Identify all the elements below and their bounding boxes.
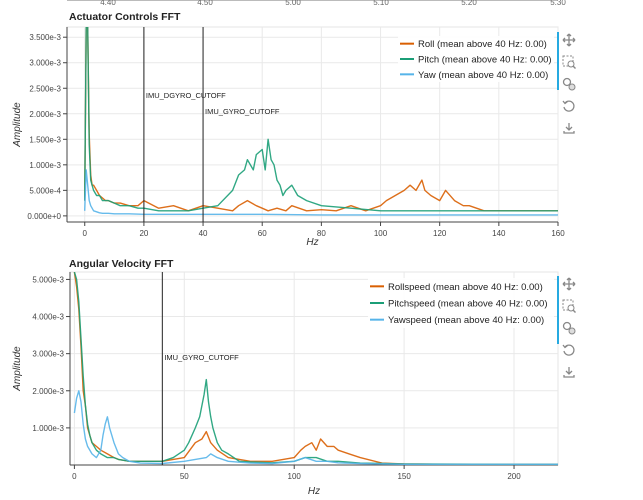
box-zoom-icon[interactable] [558,296,580,316]
y-tick-label: 5.000e-4 [29,186,61,195]
x-tick-label: 40 [199,229,208,238]
top-axis-tick-label: 5.20 [461,0,477,7]
top-axis: 4.40 4.50 5.00 5.10 5.20 5.30 [67,0,566,7]
chart-title: Angular Velocity FFT [69,258,174,270]
y-tick-label: 2.500e-3 [29,84,61,93]
x-axis-label: Hz [306,237,318,248]
y-tick-label: 2.000e-3 [32,387,64,396]
cutoff-label: IMU_GYRO_CUTOFF [164,353,239,362]
y-axis-label: Amplitude [12,102,23,148]
x-tick-label: 200 [507,472,521,481]
wheel-zoom-icon[interactable] [558,318,580,338]
x-tick-label: 50 [180,472,189,481]
reset-icon[interactable] [558,340,580,360]
legend-item-label: Rollspeed (mean above 40 Hz: 0.00) [388,282,543,293]
pan-icon[interactable] [558,30,580,50]
box-zoom-icon[interactable] [558,52,580,72]
legend: Rollspeed (mean above 40 Hz: 0.00) Pitchs… [368,278,554,328]
series-group [73,272,558,465]
y-tick-label: 3.000e-3 [32,350,64,359]
toolbar-active-indicator [557,32,559,90]
legend-item-label: Pitch (mean above 40 Hz: 0.00) [418,55,552,66]
legend-item-label: Yaw (mean above 40 Hz: 0.00) [418,70,548,81]
y-tick-label: 2.000e-3 [29,110,61,119]
series-line[interactable] [84,169,558,216]
top-axis-tick-label: 4.40 [100,0,116,7]
x-tick-label: 100 [288,472,302,481]
chart-title: Actuator Controls FFT [69,11,181,23]
x-tick-label: 120 [433,229,447,238]
legend-item-label: Roll (mean above 40 Hz: 0.00) [418,39,547,50]
top-axis-tick-label: 5.30 [550,0,566,7]
x-tick-label: 140 [492,229,506,238]
series-group [84,27,558,216]
y-tick-label: 4.000e-3 [32,313,64,322]
x-tick-label: 0 [83,229,88,238]
series-line[interactable] [73,390,558,465]
save-icon[interactable] [558,118,580,138]
y-axis-label: Amplitude [12,346,23,392]
x-axis-label: Hz [308,486,320,497]
x-tick-label: 0 [72,472,77,481]
y-tick-label: 0.000e+0 [27,212,61,221]
cutoff-label: IMU_GYRO_CUTOFF [205,107,280,116]
pan-icon[interactable] [558,274,580,294]
x-tick-label: 160 [551,229,565,238]
actuator-controls-fft-chart[interactable]: 4.40 4.50 5.00 5.10 5.20 5.30 Actuator Control… [0,0,643,255]
top-axis-tick-label: 5.00 [285,0,301,7]
legend-background [398,36,554,82]
toolbar-angular [557,274,584,384]
x-tick-label: 150 [397,472,411,481]
wheel-zoom-icon[interactable] [558,74,580,94]
legend-background [368,278,554,328]
legend-item-label: Yawspeed (mean above 40 Hz: 0.00) [388,315,544,326]
y-tick-label: 1.000e-3 [32,424,64,433]
x-tick-label: 80 [317,229,326,238]
top-axis-tick-label: 5.10 [373,0,389,7]
legend: Roll (mean above 40 Hz: 0.00) Pitch (mean… [398,36,554,82]
top-axis-tick-label: 4.50 [197,0,213,7]
series-line[interactable] [84,27,558,212]
x-tick-label: 100 [374,229,388,238]
x-tick-label: 60 [258,229,267,238]
toolbar-active-indicator [557,276,559,344]
x-tick-label: 20 [139,229,148,238]
series-line[interactable] [84,27,558,212]
reset-icon[interactable] [558,96,580,116]
y-tick-label: 1.500e-3 [29,135,61,144]
angular-velocity-fft-chart[interactable]: Angular Velocity FFT 1.000e-3 2.000e-3 3.00… [0,255,643,500]
y-tick-label: 3.500e-3 [29,33,61,42]
y-tick-label: 3.000e-3 [29,59,61,68]
y-tick-label: 5.000e-3 [32,275,64,284]
y-tick-label: 1.000e-3 [29,161,61,170]
toolbar-actuator [557,30,584,140]
save-icon[interactable] [558,362,580,382]
cutoff-label: IMU_DGYRO_CUTOFF [146,91,226,100]
legend-item-label: Pitchspeed (mean above 40 Hz: 0.00) [388,299,547,310]
